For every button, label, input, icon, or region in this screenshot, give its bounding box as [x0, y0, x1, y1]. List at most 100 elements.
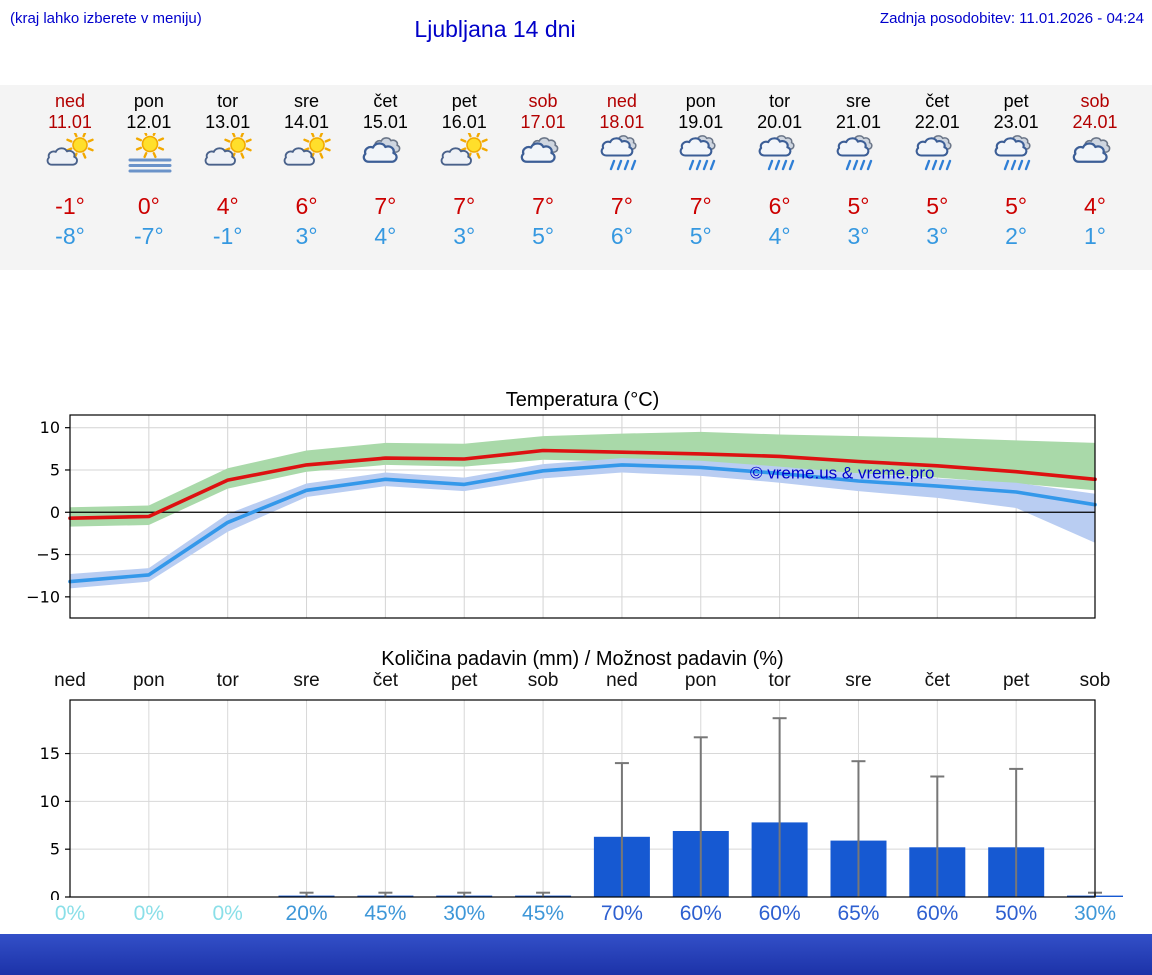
day-date: 18.01	[599, 112, 645, 132]
svg-text:pet: pet	[451, 670, 478, 691]
temp-max: -1°	[55, 193, 85, 219]
svg-text:pet: pet	[1003, 670, 1030, 691]
svg-text:ned: ned	[54, 670, 86, 691]
weather-icon-cloudy	[344, 133, 426, 180]
svg-text:sre: sre	[293, 670, 319, 691]
svg-text:0: 0	[50, 503, 60, 522]
precipitation-chart: 0 5 10 15 ned pon tor sre čet pet sob ned pon tor sre č…	[40, 670, 1123, 901]
day-name: sre	[294, 91, 320, 111]
svg-text:tor: tor	[217, 670, 240, 691]
precip-probability: 60%	[916, 902, 959, 925]
temp-chart-title: Temperatura (°C)	[505, 389, 660, 411]
weather-icon-rain	[896, 133, 978, 180]
temp-min: 1°	[1084, 223, 1106, 249]
day-name: tor	[217, 91, 239, 111]
day-date: 24.01	[1072, 112, 1118, 132]
day-date: 16.01	[441, 112, 487, 132]
day-name: pon	[133, 91, 164, 111]
weather-icon-rain	[581, 133, 663, 180]
precip-probability: 60%	[758, 902, 801, 925]
weather-icon-partly-sunny	[29, 131, 111, 180]
location-menu-hint: (kraj lahko izberete v meniju)	[10, 10, 202, 27]
svg-text:15: 15	[40, 744, 60, 763]
precip-probability: 20%	[285, 902, 328, 925]
day-date: 19.01	[678, 112, 724, 132]
svg-text:pon: pon	[685, 670, 717, 691]
day-date: 20.01	[757, 112, 803, 132]
weather-icon-partly-sunny	[423, 131, 505, 180]
day-name: tor	[769, 91, 791, 111]
temp-min: -1°	[212, 223, 243, 249]
day-name: ned	[606, 91, 637, 111]
svg-text:pon: pon	[133, 670, 165, 691]
svg-text:čet: čet	[373, 670, 399, 691]
temp-min: 5°	[689, 223, 712, 249]
temp-max: 7°	[532, 193, 555, 219]
day-date: 11.01	[48, 112, 92, 132]
temp-max: 7°	[374, 193, 397, 219]
temp-min: 2°	[1005, 223, 1028, 249]
temp-min: 3°	[453, 223, 476, 249]
day-name: čet	[373, 91, 398, 111]
temperature-chart: −10 −5 0 5 10 © vreme.us & vreme.pro	[26, 414, 1097, 619]
day-name: sob	[528, 91, 558, 111]
last-update-text: Zadnja posodobitev: 11.01.2026 - 04:24	[879, 10, 1144, 27]
precip-probability: 70%	[600, 902, 643, 925]
precip-probability: 65%	[837, 902, 880, 925]
temp-max: 5°	[926, 193, 949, 219]
day-name: pon	[685, 91, 716, 111]
svg-text:−10: −10	[26, 587, 60, 606]
svg-text:10: 10	[40, 418, 60, 437]
day-date: 13.01	[205, 112, 251, 132]
svg-text:−5: −5	[36, 545, 60, 564]
weather-icon-rain	[660, 133, 742, 180]
temp-max: 5°	[847, 193, 870, 219]
temp-max: 0°	[137, 193, 160, 219]
weather-icon-partly-sunny	[187, 131, 269, 180]
day-name: ned	[54, 91, 86, 111]
temp-max: 6°	[768, 193, 791, 219]
weather-icon-rain	[975, 133, 1057, 180]
precip-probability-row: 0% 0% 0% 20% 45% 30% 45% 70% 60% 60% 65% 60% 50% 30%	[0, 902, 1152, 932]
weather-icon-rain	[817, 133, 899, 180]
weather-icon-cloudy	[1054, 133, 1136, 180]
svg-text:sre: sre	[845, 670, 871, 691]
svg-text:ned: ned	[606, 670, 638, 691]
temp-min: -8°	[55, 223, 85, 249]
weather-icon-partly-sunny	[266, 131, 348, 180]
day-date: 17.01	[520, 112, 566, 132]
day-date: 22.01	[914, 112, 960, 132]
day-date: 21.01	[835, 112, 881, 132]
temp-max: 7°	[610, 193, 633, 219]
svg-text:tor: tor	[769, 670, 792, 691]
precip-probability: 0%	[212, 902, 243, 925]
day-name: sob	[1080, 91, 1110, 111]
svg-text:© vreme.us & vreme.pro: © vreme.us & vreme.pro	[750, 463, 934, 482]
temp-max: 4°	[216, 193, 239, 219]
forecast-strip: ned 11.01 -1° -8° pon 12.01 0° -7° tor 13.01 4° -1°…	[0, 85, 1152, 270]
svg-text:sob: sob	[1080, 670, 1111, 691]
temp-min: 3°	[847, 223, 870, 249]
temp-min: 6°	[610, 223, 633, 249]
svg-text:5: 5	[50, 461, 60, 480]
day-date: 14.01	[284, 112, 330, 132]
svg-text:10: 10	[40, 792, 60, 811]
temp-max: 6°	[295, 193, 318, 219]
precip-probability: 50%	[995, 902, 1038, 925]
day-date: 15.01	[362, 112, 408, 132]
precip-probability: 30%	[443, 902, 486, 925]
svg-text:čet: čet	[925, 670, 951, 691]
precip-chart-title: Količina padavin (mm) / Možnost padavin …	[381, 648, 784, 670]
day-name: sre	[845, 91, 871, 111]
day-name: pet	[451, 91, 477, 111]
page-title: Ljubljana 14 dni	[414, 16, 576, 42]
footer-bar	[0, 934, 1152, 975]
precip-probability: 0%	[133, 902, 165, 925]
temp-max: 7°	[689, 193, 712, 219]
svg-text:0: 0	[50, 888, 60, 901]
temp-min: 3°	[926, 223, 949, 249]
precip-probability: 45%	[522, 902, 565, 925]
temp-min: 4°	[768, 223, 791, 249]
precip-probability: 45%	[364, 902, 407, 925]
weather-icon-fog-sun	[108, 129, 190, 180]
